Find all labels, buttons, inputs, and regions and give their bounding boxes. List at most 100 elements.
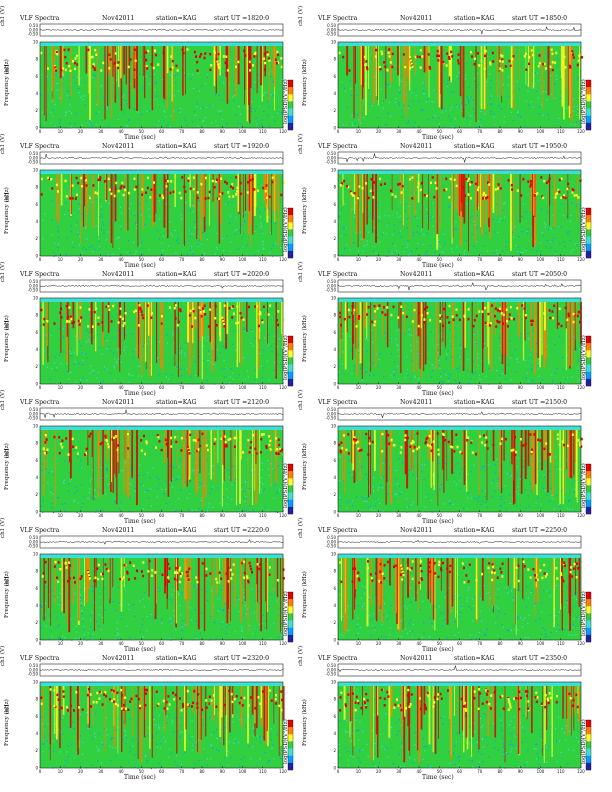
noise-speck: [238, 611, 240, 613]
band-blob: [495, 325, 498, 328]
noise-speck: [548, 470, 550, 473]
band-blob: [208, 190, 211, 194]
noise-speck: [271, 351, 273, 353]
noise-speck: [527, 597, 529, 599]
noise-speck: [211, 105, 213, 107]
colorbar-segment: [586, 378, 591, 387]
band-blob: [499, 67, 502, 70]
sferic-streak: [203, 558, 206, 632]
noise-speck: [556, 367, 558, 370]
band-blob: [201, 432, 204, 436]
noise-speck: [573, 98, 575, 100]
noise-speck: [374, 505, 376, 507]
noise-speck: [268, 209, 271, 211]
x-tick-label: 20: [78, 257, 84, 262]
noise-speck: [137, 365, 139, 367]
frequency-axis-label: Frequency (kHz): [302, 187, 308, 234]
noise-speck: [184, 352, 186, 354]
sferic-streak: [136, 430, 138, 474]
noise-speck: [258, 602, 260, 604]
noise-speck: [560, 91, 562, 93]
noise-speck: [573, 106, 575, 108]
band-blob: [421, 578, 423, 581]
sferic-streak: [264, 46, 266, 77]
noise-speck: [440, 484, 443, 486]
band-blob: [185, 570, 188, 574]
sferic-streak: [111, 46, 113, 118]
sferic-streak: [193, 174, 195, 209]
sferic-streak: [364, 302, 367, 328]
noise-speck: [366, 496, 368, 499]
noise-speck: [387, 493, 389, 495]
colorbar-segment: [288, 80, 293, 88]
band-blob: [124, 312, 127, 315]
noise-speck: [357, 350, 359, 352]
sferic-streak: [513, 174, 515, 235]
noise-speck: [101, 479, 103, 481]
noise-speck: [84, 248, 87, 250]
noise-speck: [274, 376, 276, 378]
band-blob: [529, 433, 532, 436]
band-blob: [355, 438, 358, 442]
noise-speck: [72, 246, 74, 248]
noise-speck: [184, 355, 187, 357]
band-blob: [64, 55, 67, 59]
noise-speck: [120, 501, 122, 504]
band-blob: [572, 320, 575, 324]
noise-speck: [400, 620, 402, 622]
sferic-streak: [214, 174, 216, 218]
sferic-streak: [63, 558, 65, 614]
sferic-streak: [189, 558, 191, 601]
ch1-tick-label: 0.00: [327, 155, 336, 160]
band-blob: [579, 179, 582, 182]
noise-speck: [58, 243, 60, 245]
noise-speck: [371, 486, 373, 488]
noise-speck: [430, 638, 432, 641]
noise-speck: [537, 468, 539, 470]
noise-speck: [537, 368, 539, 370]
noise-speck: [234, 631, 236, 633]
sferic-streak: [366, 302, 368, 339]
band-blob: [530, 323, 533, 326]
sferic-streak: [229, 558, 231, 624]
colorbar-segment: [288, 229, 293, 237]
x-tick-label: 0: [337, 513, 340, 518]
x-tick-label: 40: [416, 385, 422, 390]
band-blob: [265, 445, 268, 448]
sferic-streak: [102, 430, 104, 495]
noise-speck: [221, 119, 223, 121]
band-blob: [437, 575, 440, 579]
noise-speck: [566, 377, 568, 379]
band-blob: [456, 445, 459, 449]
frequency-axis-label: Frequency (kHz): [302, 315, 308, 362]
noise-speck: [477, 500, 479, 502]
noise-speck: [178, 594, 180, 596]
noise-speck: [228, 223, 231, 225]
noise-speck: [380, 636, 382, 638]
noise-speck: [277, 491, 279, 493]
noise-speck: [373, 250, 375, 252]
noise-speck: [493, 113, 495, 115]
noise-speck: [162, 78, 164, 80]
band-blob: [443, 307, 446, 311]
noise-speck: [459, 487, 461, 490]
noise-speck: [142, 485, 144, 487]
noise-speck: [398, 232, 400, 234]
sferic-streak: [177, 430, 178, 470]
noise-speck: [370, 505, 372, 507]
band-blob: [573, 194, 576, 197]
band-blob: [419, 560, 422, 563]
ch1-waveform-box: [39, 151, 284, 165]
sferic-streak: [256, 302, 258, 379]
noise-speck: [248, 624, 251, 627]
x-tick-label: 50: [139, 641, 145, 646]
sferic-streak: [239, 430, 241, 504]
noise-speck: [260, 216, 262, 218]
x-tick-label: 40: [118, 129, 124, 134]
colorbar-label: log(PSD)(V²/Hz): [581, 335, 587, 380]
noise-speck: [106, 239, 108, 241]
band-blob: [479, 435, 482, 438]
noise-speck: [190, 249, 192, 251]
noise-speck: [405, 203, 407, 205]
band-blob: [151, 312, 153, 315]
